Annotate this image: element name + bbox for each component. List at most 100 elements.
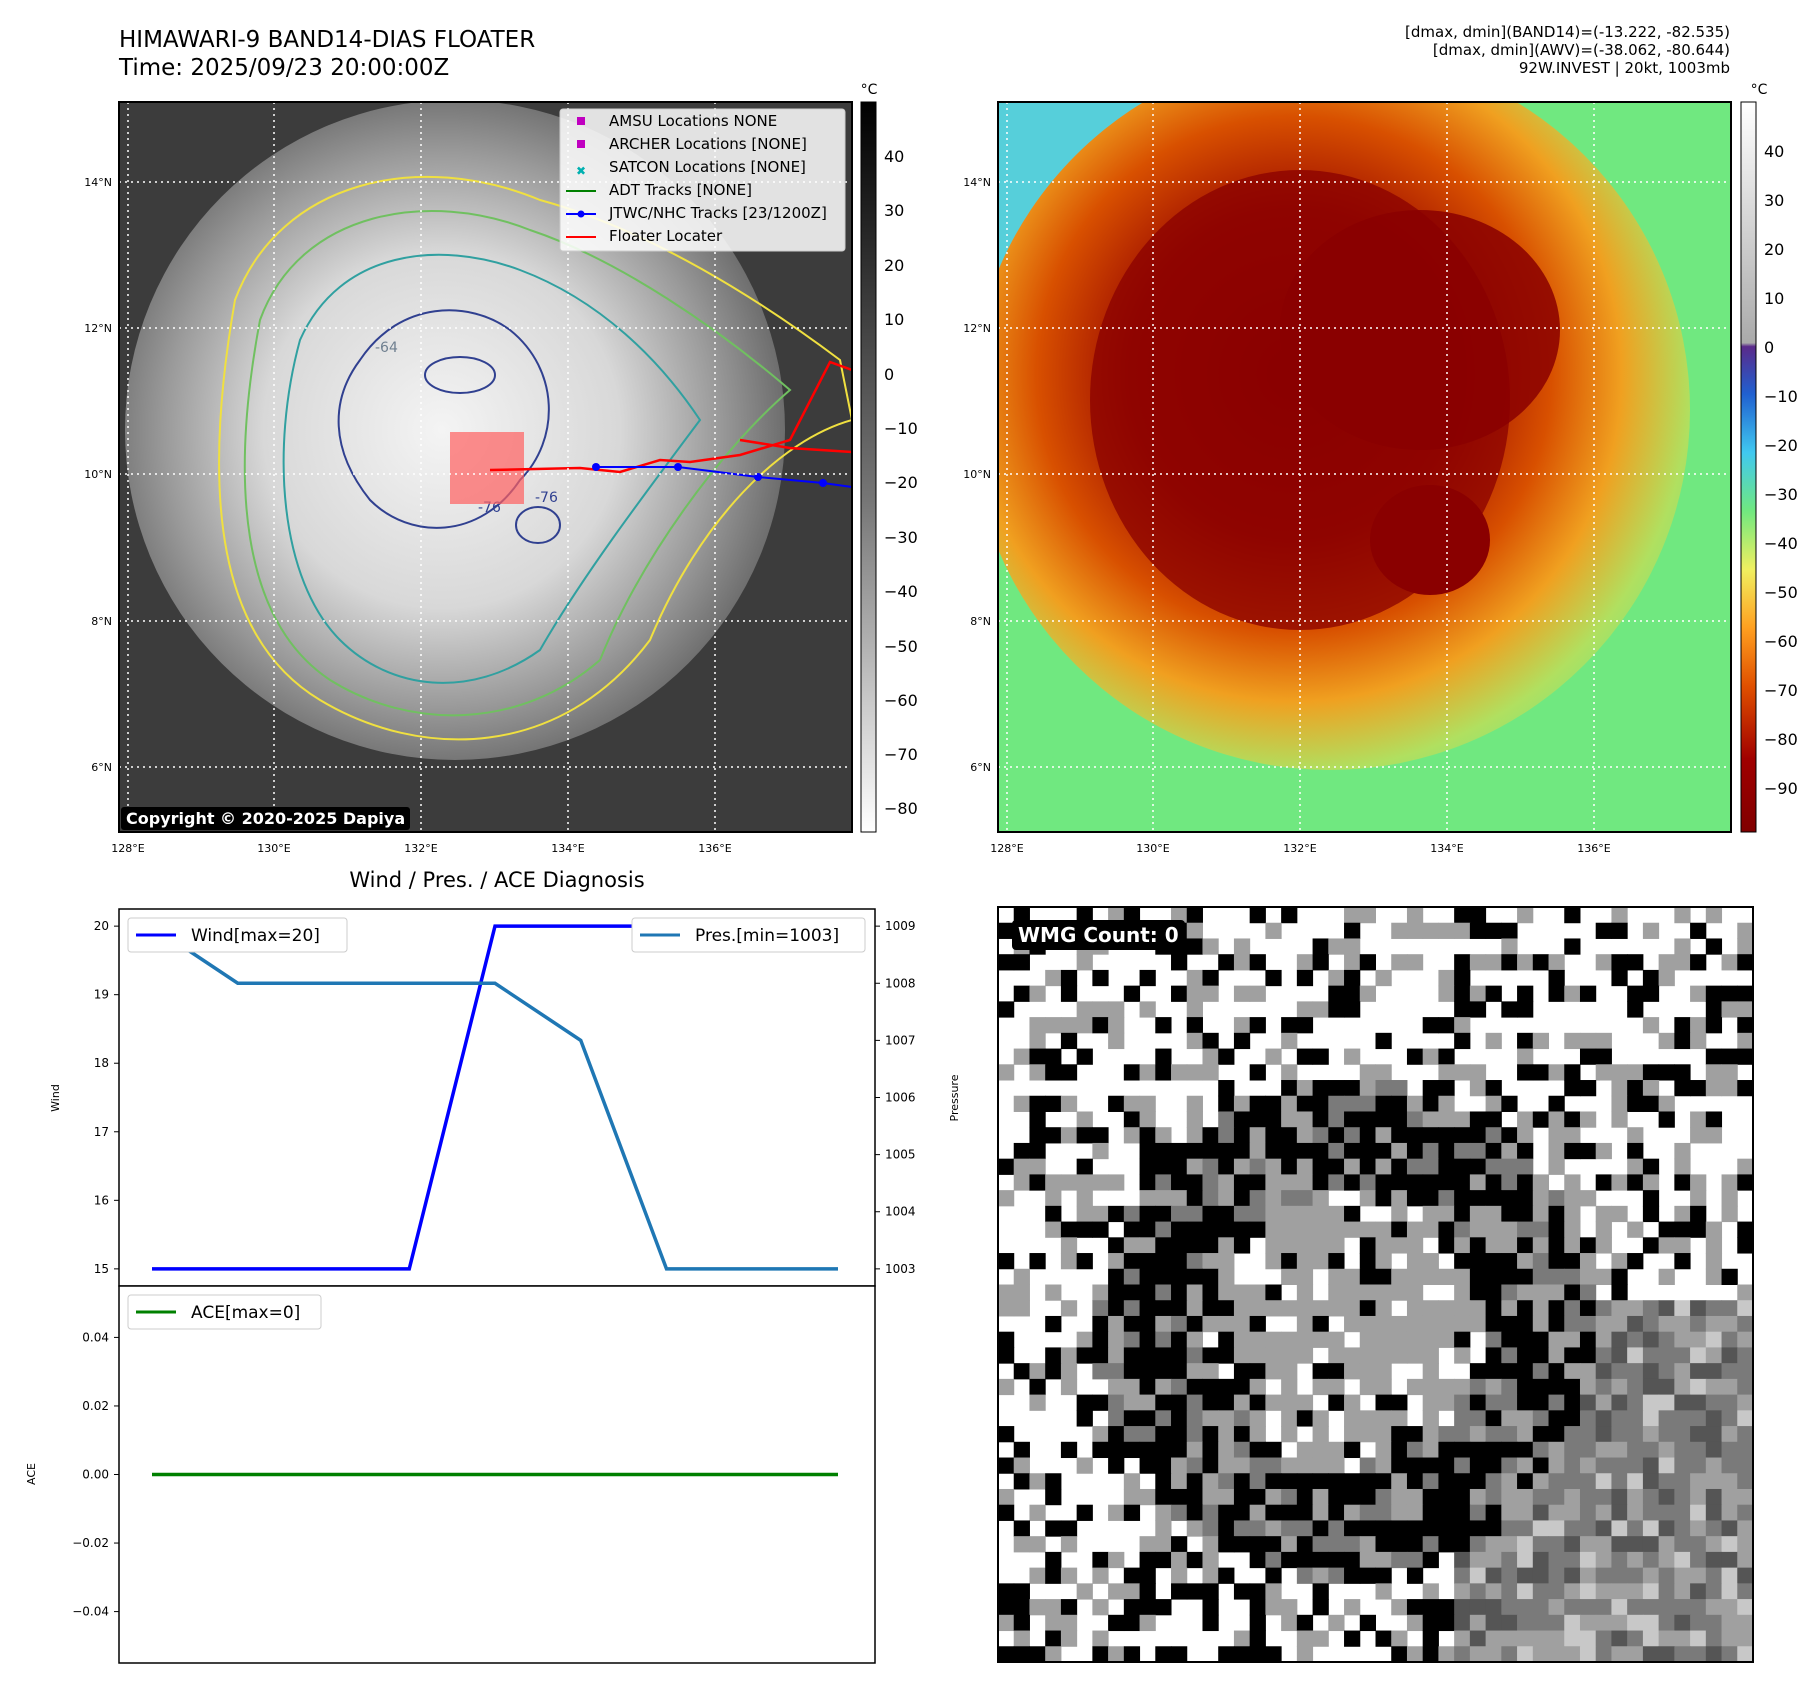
wmg-cell <box>1123 1504 1141 1521</box>
wmg-cell <box>1485 1331 1502 1348</box>
wmg-cell <box>1611 1268 1628 1285</box>
wmg-cell <box>1171 1064 1188 1081</box>
wmg-cell <box>1438 1488 1455 1506</box>
wmg-cell <box>1108 1394 1125 1411</box>
wmg-cell <box>1265 1048 1282 1065</box>
wmg-cell <box>1202 1253 1219 1270</box>
wmg-count-badge: WMG Count: 0 <box>1012 920 1185 950</box>
wmg-cell <box>1532 1032 1550 1050</box>
wmg-cell <box>1674 1347 1691 1364</box>
wmg-cell <box>1422 922 1439 939</box>
wmg-cell <box>1233 1630 1251 1647</box>
wmg-cell <box>1045 1221 1062 1238</box>
wmg-cell <box>1454 1646 1471 1663</box>
wmg-cell <box>1642 1520 1660 1537</box>
wmg-cell <box>1564 1378 1581 1396</box>
wmg-cell <box>1737 1347 1754 1364</box>
wmg-cell <box>1705 1410 1723 1427</box>
wmg-cell <box>1328 985 1345 1002</box>
wmg-cell <box>1391 1237 1408 1254</box>
wmg-cell <box>1359 1127 1376 1144</box>
wmg-cell <box>1501 954 1518 971</box>
wmg-cell <box>1139 1536 1156 1553</box>
wmg-cell <box>1485 1551 1502 1569</box>
wmg-cell <box>1642 1410 1660 1427</box>
wmg-cell <box>1265 1174 1282 1191</box>
wmg-cell <box>1265 1473 1282 1490</box>
wmg-cell <box>1281 1488 1298 1506</box>
wmg-cell <box>1517 1536 1534 1553</box>
wmg-cell <box>1265 1237 1282 1254</box>
wmg-cell <box>1705 1394 1723 1411</box>
wmg-cell <box>1013 1599 1030 1616</box>
wmg-cell <box>1579 1630 1597 1647</box>
wmg-cell <box>1359 1426 1376 1443</box>
wmg-cell <box>1406 922 1424 939</box>
wmg-cell <box>1123 1614 1141 1632</box>
wmg-cell <box>1532 1394 1550 1411</box>
wmg-cell <box>1092 1599 1109 1616</box>
wmg-cell <box>1108 1001 1125 1018</box>
wmg-cell <box>1517 1488 1534 1506</box>
wmg-cell <box>1344 1394 1361 1411</box>
wmg-cell <box>1076 1158 1093 1175</box>
wmg-cell <box>1721 1536 1738 1553</box>
wmg-cell <box>1517 1520 1534 1537</box>
wmg-cell <box>1406 1300 1424 1317</box>
wmg-cell <box>1579 1331 1597 1348</box>
wmg-cell <box>1375 1473 1392 1490</box>
contour-label-2: -64 <box>375 340 398 356</box>
wmg-cell <box>1454 1488 1471 1506</box>
wmg-cell <box>1092 1315 1109 1333</box>
wmg-cell <box>1469 1551 1487 1569</box>
wmg-cell <box>1375 1504 1392 1521</box>
wmg-cell <box>1375 1630 1392 1647</box>
wmg-cell <box>1171 1363 1188 1380</box>
wmg-cell <box>1564 1441 1581 1459</box>
wmg-cell <box>1139 1331 1156 1348</box>
wmg-cell <box>1108 1347 1125 1364</box>
wmg-cell <box>998 1599 1015 1616</box>
wmg-cell <box>1186 985 1203 1002</box>
wmg-cell <box>1422 1048 1439 1065</box>
wmg-cell <box>1155 1410 1172 1427</box>
wmg-cell <box>1658 1032 1675 1050</box>
wmg-cell <box>1202 1394 1219 1411</box>
colorbar-tick: −70 <box>884 745 918 764</box>
wmg-cell <box>1312 1300 1329 1317</box>
wmg-cell <box>1171 1426 1188 1443</box>
colorbar-tick: 20 <box>1764 240 1784 259</box>
wmg-cell <box>1296 1473 1314 1490</box>
wmg-cell <box>1045 1630 1062 1647</box>
wmg-cell <box>1296 1001 1314 1018</box>
wmg-cell <box>1296 1504 1314 1521</box>
wmg-cell <box>1296 1111 1314 1128</box>
colorbar-tick: −50 <box>884 637 918 656</box>
wmg-cell <box>1406 1253 1424 1270</box>
wmg-cell <box>1595 1630 1612 1647</box>
wmg-cell <box>1469 1268 1487 1285</box>
wind-legend-label: Wind[max=20] <box>191 926 320 946</box>
ace-tick-label: −0.04 <box>72 1605 109 1619</box>
wmg-cell <box>1422 1111 1439 1128</box>
wmg-cell <box>1328 1174 1345 1191</box>
wmg-cell <box>1469 1158 1487 1175</box>
wmg-cell <box>1186 922 1203 939</box>
wmg-cell <box>1391 1284 1408 1301</box>
wmg-cell <box>1627 954 1644 971</box>
wmg-cell <box>1233 1095 1251 1112</box>
wmg-cell <box>1328 1237 1345 1254</box>
wmg-cell <box>1642 1378 1660 1396</box>
wmg-cell <box>1155 1394 1172 1411</box>
wmg-cell <box>1092 1363 1109 1380</box>
wmg-cell <box>1737 1441 1754 1459</box>
wmg-cell <box>1501 1646 1518 1663</box>
lat-tick: 10°N <box>84 468 112 481</box>
wmg-cell <box>1485 1614 1502 1632</box>
wmg-cell <box>1281 1331 1298 1348</box>
wmg-cell <box>1171 1488 1188 1506</box>
wmg-cell <box>1517 1599 1534 1616</box>
wmg-cell <box>1186 1268 1203 1285</box>
wmg-cell <box>1139 1394 1156 1411</box>
wmg-cell <box>1517 1284 1534 1301</box>
